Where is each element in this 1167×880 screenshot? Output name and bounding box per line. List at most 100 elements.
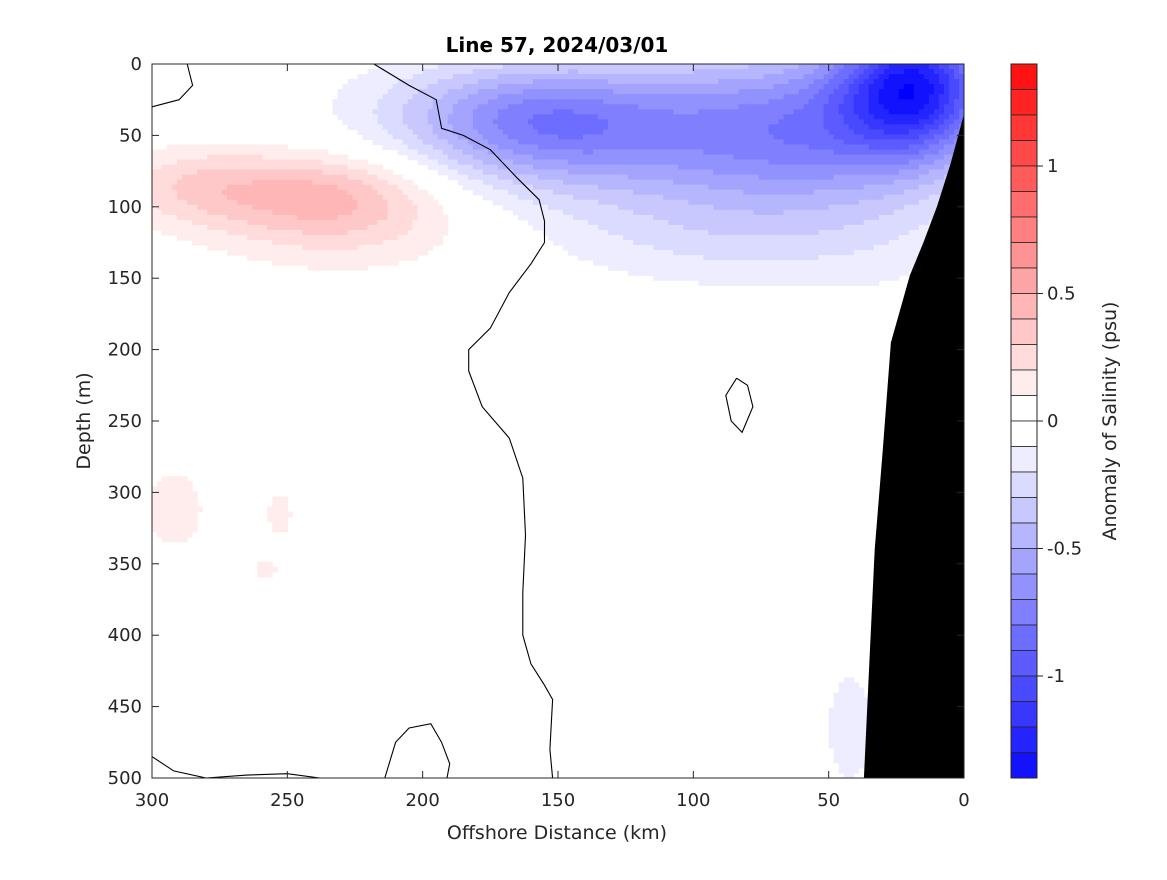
contour-cell: [563, 245, 569, 251]
contour-cell: [502, 194, 509, 201]
contour-cell: [352, 104, 359, 110]
contour-cell: [197, 229, 203, 236]
contour-cell: [342, 250, 349, 256]
contour-cell: [823, 280, 830, 286]
contour-cell: [197, 204, 203, 211]
contour-cell: [748, 69, 755, 75]
contour-cell: [302, 164, 308, 171]
contour-cell: [347, 265, 354, 271]
contour-cell: [623, 194, 629, 201]
contour-cell: [482, 184, 489, 191]
contour-cell: [267, 204, 273, 211]
contour-cell: [452, 149, 459, 156]
contour-cell: [552, 234, 559, 241]
contour-cell: [502, 174, 509, 181]
contour-cell: [202, 149, 208, 156]
contour-cell: [693, 245, 699, 251]
contour-cell: [558, 239, 564, 246]
contour-cell: [633, 169, 639, 176]
contour-cell: [417, 99, 424, 105]
contour-cell: [633, 260, 639, 266]
contour-cell: [693, 239, 699, 246]
contour-cell: [788, 139, 795, 146]
contour-cell: [753, 250, 760, 256]
contour-cell: [608, 69, 614, 75]
contour-cell: [858, 84, 865, 90]
contour-cell: [668, 79, 674, 85]
contour-cell: [663, 209, 669, 216]
contour-cell: [182, 214, 188, 221]
contour-cell: [202, 199, 208, 206]
contour-cell: [823, 114, 830, 120]
contour-cell: [718, 234, 725, 241]
contour-cell: [337, 169, 344, 176]
contour-cell: [177, 491, 183, 498]
contour-cell: [287, 260, 293, 266]
contour-cell: [673, 104, 679, 110]
contour-cell: [568, 219, 574, 226]
contour-cell: [162, 501, 168, 508]
contour-cell: [843, 199, 850, 206]
contour-cell: [312, 149, 319, 156]
contour-cell: [593, 229, 599, 236]
contour-cell: [613, 260, 619, 266]
contour-cell: [678, 255, 684, 261]
contour-cell: [382, 214, 389, 221]
contour-cell: [778, 214, 785, 221]
contour-cell: [823, 129, 830, 135]
contour-cell: [603, 194, 609, 201]
contour-cell: [703, 69, 709, 75]
contour-cell: [292, 199, 298, 206]
contour-cell: [583, 134, 589, 141]
contour-cell: [693, 214, 699, 221]
contour-cell: [407, 234, 414, 241]
contour-cell: [527, 129, 534, 135]
contour-cell: [452, 169, 459, 176]
contour-cell: [267, 209, 273, 216]
contour-cell: [848, 687, 855, 694]
contour-cell: [768, 164, 775, 171]
contour-cell: [152, 224, 158, 231]
contour-cell: [648, 159, 654, 166]
contour-cell: [512, 174, 519, 181]
contour-cell: [192, 154, 198, 161]
contour-cell: [372, 209, 379, 216]
contour-cell: [522, 134, 529, 141]
contour-cell: [202, 144, 208, 151]
contour-cell: [182, 501, 188, 508]
contour-cell: [838, 159, 845, 166]
contour-cell: [608, 104, 614, 110]
contour-cell: [783, 219, 790, 226]
contour-cell: [297, 179, 303, 186]
contour-cell: [633, 64, 639, 70]
contour-cell: [573, 209, 579, 216]
contour-cell: [357, 74, 364, 80]
contour-cell: [698, 124, 704, 130]
contour-cell: [452, 134, 459, 141]
contour-cell: [177, 224, 183, 231]
contour-cell: [267, 566, 273, 573]
contour-cell: [432, 149, 439, 156]
contour-cell: [563, 204, 569, 211]
contour-cell: [633, 119, 639, 125]
contour-cell: [848, 129, 855, 135]
contour-cell: [693, 114, 699, 120]
contour-cell: [297, 189, 303, 196]
contour-cell: [788, 124, 795, 130]
contour-cell: [192, 179, 198, 186]
contour-cell: [347, 214, 354, 221]
contour-cell: [598, 164, 604, 171]
contour-cell: [648, 129, 654, 135]
contour-cell: [402, 99, 409, 105]
contour-cell: [803, 139, 810, 146]
contour-cell: [472, 144, 479, 151]
contour-cell: [773, 250, 780, 256]
contour-cell: [773, 204, 780, 211]
contour-cell: [477, 139, 484, 146]
contour-cell: [808, 94, 815, 100]
contour-cell: [452, 89, 459, 95]
contour-cell: [492, 94, 499, 100]
contour-cell: [292, 209, 298, 216]
contour-cell: [858, 89, 865, 95]
contour-cell: [723, 234, 730, 241]
